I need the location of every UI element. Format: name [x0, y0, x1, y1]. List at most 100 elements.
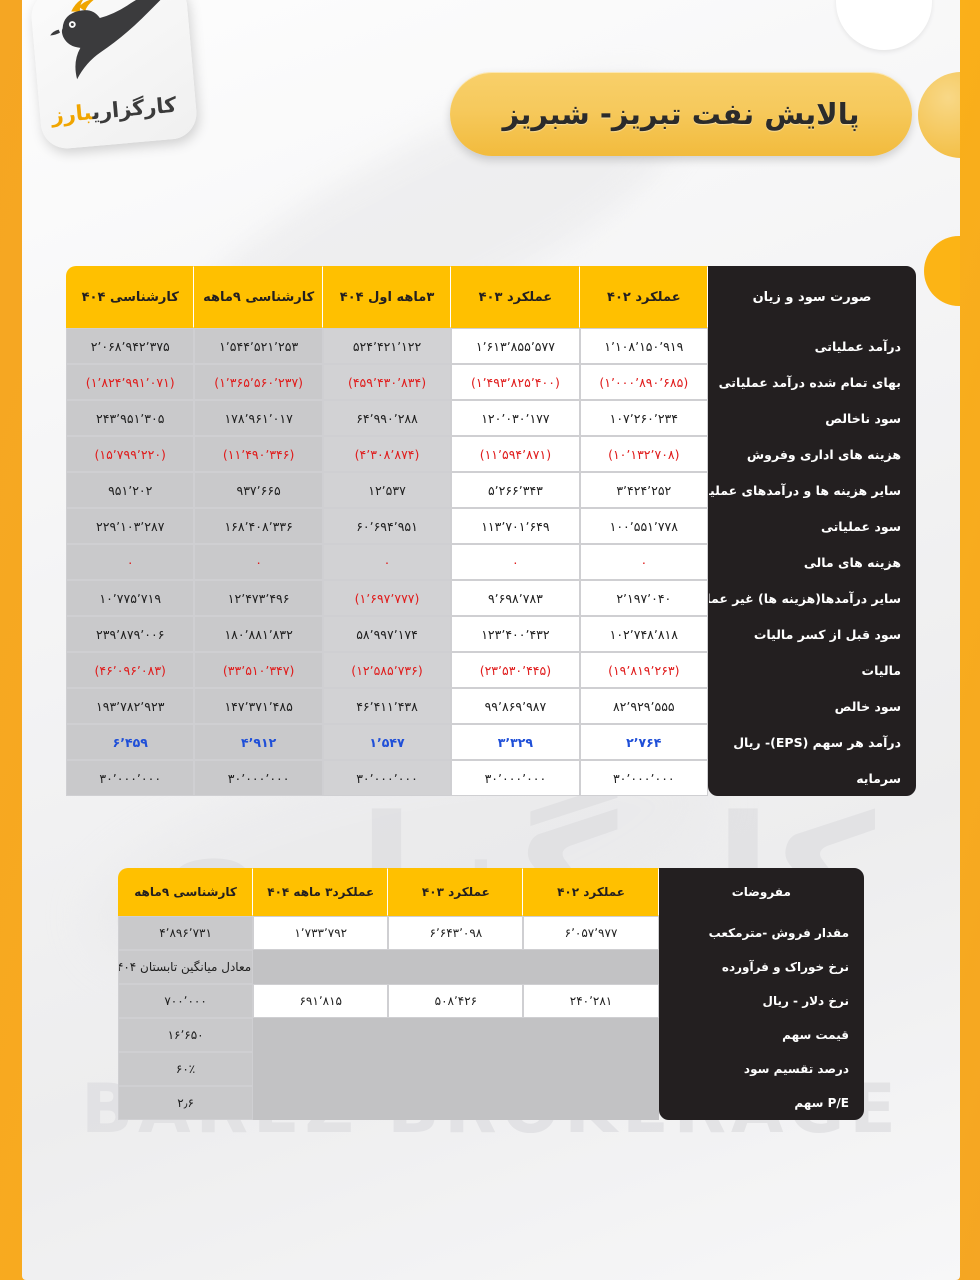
- row-label: قیمت سهم: [658, 1018, 864, 1052]
- cell-value: ۴٬۸۹۶٬۷۳۱: [118, 916, 254, 950]
- cell-value: ۰: [579, 544, 708, 580]
- cell-value: ۹۹٬۸۶۹٬۹۸۷: [451, 688, 580, 724]
- cell-value: ۰: [66, 544, 195, 580]
- cell-value: ۶۰٬۶۹۴٬۹۵۱: [322, 508, 452, 544]
- table-row: سرمایه ۳۰٬۰۰۰٬۰۰۰ ۳۰٬۰۰۰٬۰۰۰ ۳۰٬۰۰۰٬۰۰۰ ۳۰٬۰…: [66, 760, 916, 796]
- cell-value: ۵۸٬۹۹۷٬۱۷۴: [322, 616, 452, 652]
- cell-value: ۱۲٬۴۷۳٬۴۹۶: [194, 580, 323, 616]
- table-row: سود قبل از کسر مالیات ۱۰۲٬۷۴۸٬۸۱۸ ۱۲۳٬۴۰۰٬…: [66, 616, 916, 652]
- cell-value: ۶۰٪: [118, 1052, 254, 1086]
- decorative-circle: [918, 72, 960, 158]
- assumptions-header: مفروضات عملکرد ۴۰۲ عملکرد ۴۰۳ عملکرد۳ ماهه …: [118, 868, 864, 916]
- table-row: مالیات (۱۹٬۸۱۹٬۲۶۳) (۲۳٬۵۳۰٬۴۴۵) (۱۲٬۵۸۵٬۷۳…: [66, 652, 916, 688]
- report-sheet: کارگزاری BAREZ BROKERAGE کارگزاریبارز پا…: [22, 0, 960, 1280]
- table-row: قیمت سهم ۱۶٬۶۵۰: [118, 1018, 864, 1052]
- table-row: P/E سهم ۲٫۶: [118, 1086, 864, 1120]
- page-title-text: پالایش نفت تبریز- شبریز: [502, 97, 860, 131]
- cell-value: ۷۰۰٬۰۰۰: [118, 984, 254, 1018]
- cell-value: (۱٬۶۹۷٬۷۷۷): [322, 580, 452, 616]
- row-label: درآمد هر سهم (EPS)- ریال: [708, 724, 916, 760]
- cell-value: ۲۴۰٬۲۸۱: [523, 984, 659, 1018]
- eagle-icon: [50, 0, 172, 80]
- column-header-5: کارشناسی ۴۰۴: [66, 266, 195, 328]
- cell-value: ۸۲٬۹۲۹٬۵۵۵: [579, 688, 708, 724]
- empty-cell: [253, 1018, 659, 1052]
- cell-value: ۱٬۶۱۳٬۸۵۵٬۵۷۷: [451, 328, 580, 364]
- cell-value: ۱۲۰٬۰۳۰٬۱۷۷: [451, 400, 580, 436]
- table-row: سود خالص ۸۲٬۹۲۹٬۵۵۵ ۹۹٬۸۶۹٬۹۸۷ ۴۶٬۴۱۱٬۴۳۸ ۱۴…: [66, 688, 916, 724]
- cell-value: (۱۲٬۵۸۵٬۷۳۶): [322, 652, 452, 688]
- cell-value: ۱۹۳٬۷۸۲٬۹۲۳: [66, 688, 195, 724]
- brand-name: کارگزاریبارز: [39, 92, 189, 129]
- table-row: درصد تقسیم سود ۶۰٪: [118, 1052, 864, 1086]
- cell-value: ۱۱۳٬۷۰۱٬۶۴۹: [451, 508, 580, 544]
- cell-value: (۱٬۴۹۳٬۸۲۵٬۴۰۰): [451, 364, 580, 400]
- table-row: سود عملیاتی ۱۰۰٬۵۵۱٬۷۷۸ ۱۱۳٬۷۰۱٬۶۴۹ ۶۰٬۶۹۴٬…: [66, 508, 916, 544]
- row-label: سود خالص: [708, 688, 916, 724]
- cell-value: ۰: [194, 544, 323, 580]
- column-header-2: عملکرد ۴۰۳: [388, 868, 524, 916]
- cell-value: ۶۴٬۹۹۰٬۲۸۸: [322, 400, 452, 436]
- cell-value: (۴۵۹٬۴۳۰٬۸۳۴): [322, 364, 452, 400]
- assumptions-body: مقدار فروش -مترمکعب ۶٬۰۵۷٬۹۷۷ ۶٬۶۴۳٬۰۹۸ ۱٬۷…: [118, 916, 864, 1120]
- income-statement-header: صورت سود و زیان عملکرد ۴۰۲ عملکرد ۴۰۳ ۳ماهه…: [66, 266, 916, 328]
- cell-value: ۴٬۹۱۲: [194, 724, 323, 760]
- decorative-circle: [836, 0, 932, 50]
- column-header-3: ۳ماهه اول ۴۰۴: [322, 266, 452, 328]
- row-label: مالیات: [708, 652, 916, 688]
- cell-value: ۳٬۳۲۹: [451, 724, 580, 760]
- cell-value: (۳۳٬۵۱۰٬۳۴۷): [194, 652, 323, 688]
- empty-cell: [253, 950, 659, 984]
- cell-value: ۱۲۳٬۴۰۰٬۴۳۲: [451, 616, 580, 652]
- column-header-1: عملکرد ۴۰۲: [579, 266, 708, 328]
- row-label: سود ناخالص: [708, 400, 916, 436]
- cell-value: ۱۶٬۶۵۰: [118, 1018, 254, 1052]
- row-label: نرخ خوراک و فرآورده: [658, 950, 864, 984]
- brand-name-main: کارگزاری: [90, 92, 178, 125]
- cell-value: ۱۴۷٬۳۷۱٬۴۸۵: [194, 688, 323, 724]
- cell-value: (۱۹٬۸۱۹٬۲۶۳): [579, 652, 708, 688]
- cell-value: ۲۴۳٬۹۵۱٬۳۰۵: [66, 400, 195, 436]
- page-title: پالایش نفت تبریز- شبریز: [450, 72, 912, 156]
- cell-value: ۱۰۰٬۵۵۱٬۷۷۸: [579, 508, 708, 544]
- cell-value: (۱٬۸۲۴٬۹۹۱٬۰۷۱): [66, 364, 195, 400]
- cell-value: ۲٫۶: [118, 1086, 254, 1120]
- cell-value: ۱۷۸٬۹۶۱٬۰۱۷: [194, 400, 323, 436]
- assumptions-table: مفروضات عملکرد ۴۰۲ عملکرد ۴۰۳ عملکرد۳ ماهه …: [118, 868, 864, 1120]
- column-header-4: کارشناسی ۹ماهه: [118, 868, 254, 916]
- row-label: هزینه های اداری وفروش: [708, 436, 916, 472]
- table-header-row: مفروضات عملکرد ۴۰۲ عملکرد ۴۰۳ عملکرد۳ ماهه …: [118, 868, 864, 916]
- row-label: سایر هزینه ها و درآمدهای عملیاتی: [708, 472, 916, 508]
- column-header-label: صورت سود و زیان: [708, 266, 916, 328]
- row-label: درآمد عملیاتی: [708, 328, 916, 364]
- cell-value: ۹۵۱٬۲۰۲: [66, 472, 195, 508]
- row-label: P/E سهم: [658, 1086, 864, 1120]
- cell-value: ۳۰٬۰۰۰٬۰۰۰: [451, 760, 580, 796]
- cell-value: ۱٬۷۳۳٬۷۹۲: [253, 916, 389, 950]
- column-header-1: عملکرد ۴۰۲: [523, 868, 659, 916]
- table-row: سایر درآمدها(هزینه ها) غیر عملیاتی۲٬۱۹۷٬…: [66, 580, 916, 616]
- cell-value: ۴۶٬۴۱۱٬۴۳۸: [322, 688, 452, 724]
- cell-value: (۱۰٬۱۳۲٬۷۰۸): [579, 436, 708, 472]
- table-row: بهای تمام شده درآمد عملیاتی (۱٬۰۰۰٬۸۹۰٬۶۸…: [66, 364, 916, 400]
- table-row: درآمد عملیاتی ۱٬۱۰۸٬۱۵۰٬۹۱۹ ۱٬۶۱۳٬۸۵۵٬۵۷۷ ۵…: [66, 328, 916, 364]
- cell-value: ۵٬۲۶۶٬۳۴۳: [451, 472, 580, 508]
- cell-value: ۶٬۶۴۳٬۰۹۸: [388, 916, 524, 950]
- table-row: نرخ دلار - ریال ۲۴۰٬۲۸۱ ۵۰۸٬۴۲۶ ۶۹۱٬۸۱۵ ۷۰۰٬…: [118, 984, 864, 1018]
- column-header-4: کارشناسی ۹ماهه: [194, 266, 323, 328]
- column-header-label: مفروضات: [658, 868, 864, 916]
- cell-value: ۱۸۰٬۸۸۱٬۸۳۲: [194, 616, 323, 652]
- cell-value: ۲۲۹٬۱۰۳٬۲۸۷: [66, 508, 195, 544]
- row-label: بهای تمام شده درآمد عملیاتی: [708, 364, 916, 400]
- cell-value: ۲٬۷۶۴: [579, 724, 708, 760]
- column-header-2: عملکرد ۴۰۳: [451, 266, 580, 328]
- cell-value: (۱٬۳۶۵٬۵۶۰٬۲۳۷): [194, 364, 323, 400]
- column-header-3: عملکرد۳ ماهه ۴۰۴: [253, 868, 389, 916]
- cell-value: (۱۱٬۵۹۴٬۸۷۱): [451, 436, 580, 472]
- cell-value: ۹۳۷٬۶۶۵: [194, 472, 323, 508]
- table-row: سود ناخالص ۱۰۷٬۲۶۰٬۲۳۴ ۱۲۰٬۰۳۰٬۱۷۷ ۶۴٬۹۹۰٬۲…: [66, 400, 916, 436]
- brand-logo: کارگزاریبارز: [29, 0, 199, 151]
- decorative-circle: [924, 236, 960, 306]
- cell-value: ۲۳۹٬۸۷۹٬۰۰۶: [66, 616, 195, 652]
